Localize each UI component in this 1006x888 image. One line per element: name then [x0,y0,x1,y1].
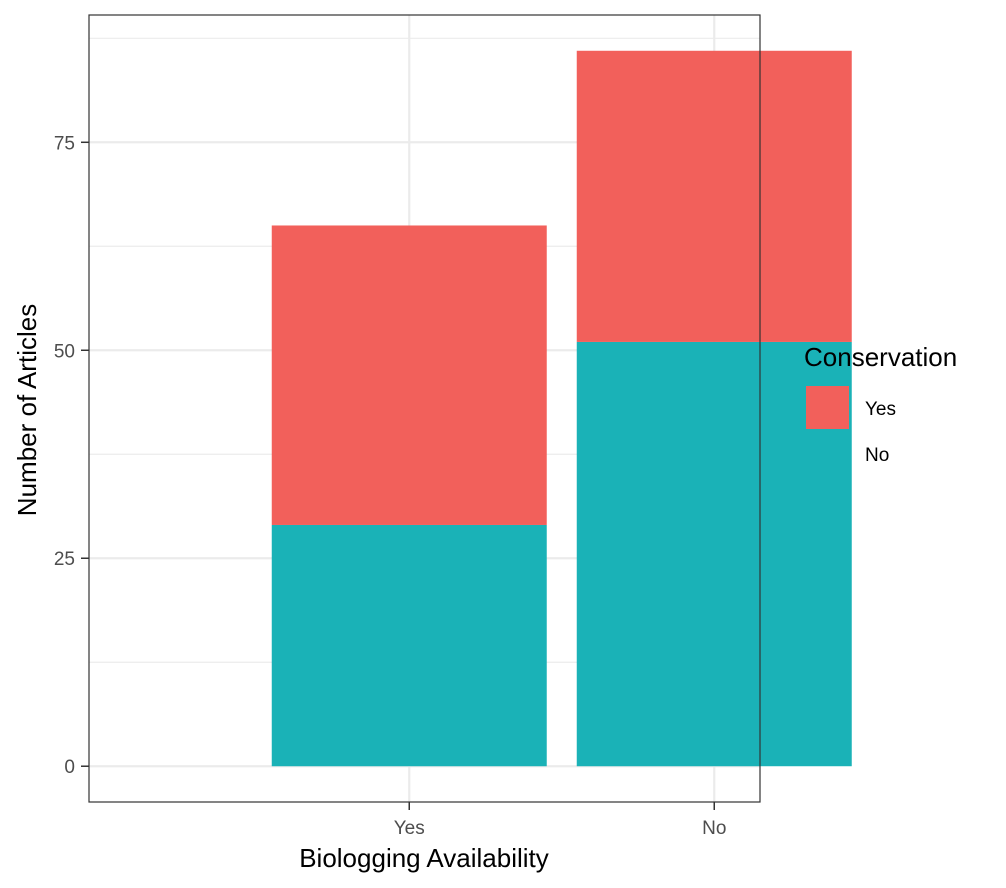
bar-no-yes [576,50,852,342]
bar-no-no [576,341,852,767]
x-tick-label: Yes [394,818,425,839]
x-axis-title: Biologging Availability [299,843,549,873]
y-tick-label: 0 [64,757,75,778]
legend-title: Conservation [804,342,957,372]
y-axis-title: Number of Articles [12,304,42,516]
panel-border [88,14,761,803]
y-tick-label: 75 [54,133,75,154]
legend-key-no [806,431,849,474]
y-tick-label: 25 [54,549,75,570]
bar-yes-yes [271,225,547,525]
legend-label-no: No [865,445,889,466]
bar-yes-no [271,524,547,767]
legend: Conservation Yes No [804,342,957,474]
legend-label-yes: Yes [865,399,896,420]
x-axis: Yes No [394,802,726,839]
bars [271,50,852,767]
y-tick-label: 50 [54,341,75,362]
y-axis: 0 25 50 75 [54,133,89,778]
legend-key-yes [806,386,849,429]
x-tick-label: No [702,818,726,839]
